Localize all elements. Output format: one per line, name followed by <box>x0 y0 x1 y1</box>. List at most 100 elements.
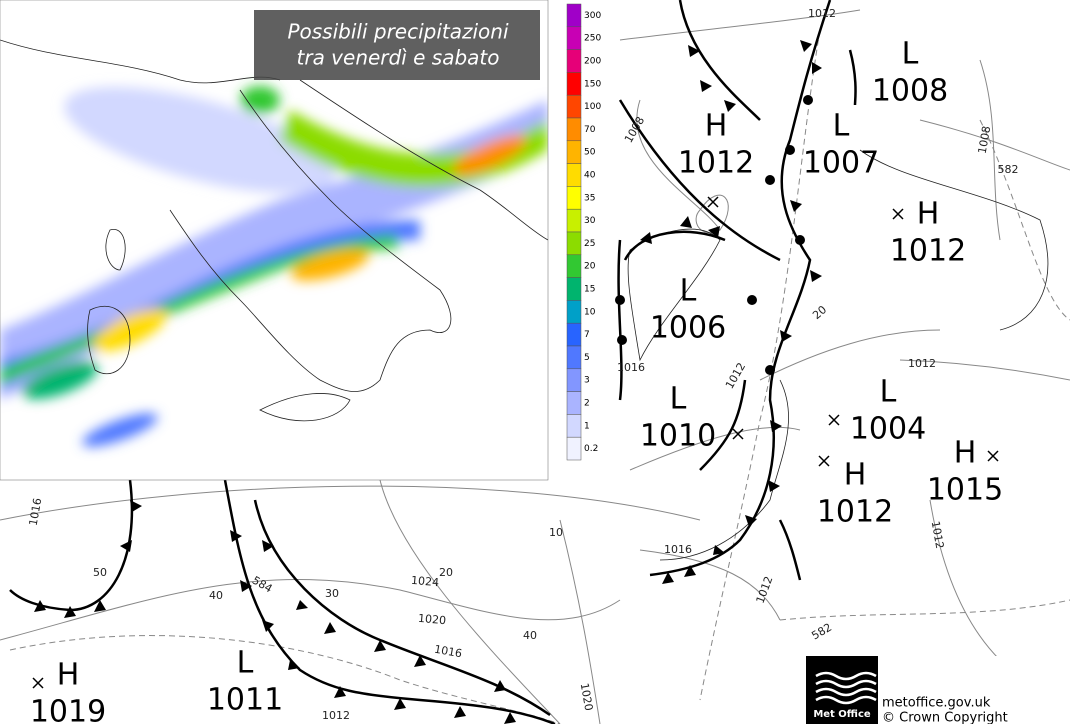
center-cross <box>987 450 999 462</box>
legend-label: 35 <box>584 193 595 203</box>
legend: 300 250 200 150 100 70 50 40 35 30 25 20 15 10 7 5 3 2 1 0.… <box>566 3 601 461</box>
center-pressure: 1012 <box>678 146 754 181</box>
legend-swatch <box>566 208 582 233</box>
center-type: L <box>833 109 850 144</box>
center-cross <box>818 455 830 467</box>
center-pressure: 1008 <box>872 74 948 109</box>
legend-swatch <box>566 49 582 73</box>
isobar-label: 1024 <box>411 574 440 589</box>
isobar-label: 1020 <box>578 682 596 712</box>
legend-swatch <box>566 117 582 142</box>
legend-swatch <box>566 345 582 370</box>
legend-swatch <box>566 254 582 278</box>
center-pressure: 1004 <box>850 412 926 447</box>
center-pressure: 1012 <box>890 234 966 269</box>
legend-swatch <box>566 368 582 392</box>
isobar-label: 582 <box>998 163 1019 176</box>
site: metoffice.gov.uk <box>882 696 991 711</box>
legend-swatch <box>566 3 582 28</box>
isobar-label: 1016 <box>433 643 463 661</box>
center-pressure: 1019 <box>30 695 106 724</box>
isobar-label: 30 <box>325 587 339 600</box>
legend-label: 25 <box>584 239 595 249</box>
center-type: H <box>917 197 940 232</box>
center-pressure: 1015 <box>927 473 1003 508</box>
legend-swatch <box>566 94 582 119</box>
legend-label: 300 <box>584 11 601 21</box>
isobar-label: 1008 <box>622 114 647 145</box>
logo-text: Met Office <box>813 709 871 720</box>
center-cross <box>892 208 904 220</box>
legend-swatch <box>566 300 582 324</box>
legend-label: 150 <box>584 79 601 89</box>
isobar-label: 584 <box>250 574 275 596</box>
legend-swatch <box>566 391 582 415</box>
legend-swatch <box>566 231 582 256</box>
center-cross <box>32 677 44 689</box>
legend-label: 10 <box>584 307 596 317</box>
met-office-logo: Met Office metoffice.gov.uk © Crown Copy… <box>806 656 1070 724</box>
legend-label: 5 <box>584 353 590 363</box>
legend-label: 2 <box>584 399 590 409</box>
legend-swatch <box>566 436 582 461</box>
isobar-label: 20 <box>439 566 453 579</box>
isobar-label: 50 <box>93 566 107 579</box>
title-line: tra venerdì e sabato <box>297 46 500 70</box>
isobar-label: 1016 <box>27 497 45 527</box>
center-cross <box>707 196 719 208</box>
legend-label: 30 <box>584 216 596 226</box>
center-type: H <box>844 458 867 493</box>
legend-label: 100 <box>584 102 601 112</box>
legend-swatch <box>566 414 582 438</box>
legend-swatch <box>566 186 582 210</box>
isobar-label: 582 <box>809 621 834 643</box>
center-pressure: 1006 <box>650 311 726 346</box>
legend-swatch <box>566 277 582 301</box>
legend-swatch <box>566 140 582 164</box>
legend-label: 7 <box>584 330 590 340</box>
legend-swatch <box>566 72 582 96</box>
legend-label: 250 <box>584 34 601 44</box>
isobar-label: 1008 <box>976 125 994 155</box>
pressure-centers: H1012L1007L1008H1012L1006L1010L1004H1012… <box>30 37 1003 724</box>
isobar-label: 40 <box>209 589 223 602</box>
center-cross <box>828 414 840 426</box>
center-type: L <box>902 37 919 72</box>
center-type: H <box>57 658 80 693</box>
center-type: L <box>680 274 697 309</box>
isobar-label: 20 <box>810 303 829 322</box>
isobar-label: 1012 <box>808 7 836 20</box>
legend-label: 50 <box>584 148 596 158</box>
legend-swatch <box>566 26 582 50</box>
isobar-label: 1012 <box>908 357 936 370</box>
title-line: Possibili precipitazioni <box>287 20 509 44</box>
isobar-label: 1012 <box>322 709 350 722</box>
isobar-label: 1012 <box>754 574 776 605</box>
legend-label: 15 <box>584 285 595 295</box>
center-pressure: 1007 <box>803 146 879 181</box>
legend-label: 70 <box>584 125 596 135</box>
isobar-label: 1016 <box>664 543 692 556</box>
title-box <box>254 10 540 80</box>
center-type: L <box>670 382 687 417</box>
legend-swatch <box>566 163 582 187</box>
center-type: L <box>880 375 897 410</box>
isobar-label: 1012 <box>929 520 947 550</box>
legend-label: 3 <box>584 376 590 386</box>
center-type: L <box>237 646 254 681</box>
center-type: H <box>705 109 728 144</box>
legend-label: 0.2 <box>584 444 598 454</box>
center-pressure: 1010 <box>640 419 716 454</box>
isobar-label: 1020 <box>418 612 447 627</box>
copyright: © Crown Copyright <box>882 711 1008 724</box>
legend-label: 1 <box>584 421 590 431</box>
center-cross <box>732 428 744 440</box>
isobar-label: 40 <box>523 629 537 642</box>
center-type: H <box>954 436 977 471</box>
legend-label: 200 <box>584 57 601 67</box>
legend-swatch <box>566 322 582 347</box>
legend-label: 40 <box>584 171 596 181</box>
